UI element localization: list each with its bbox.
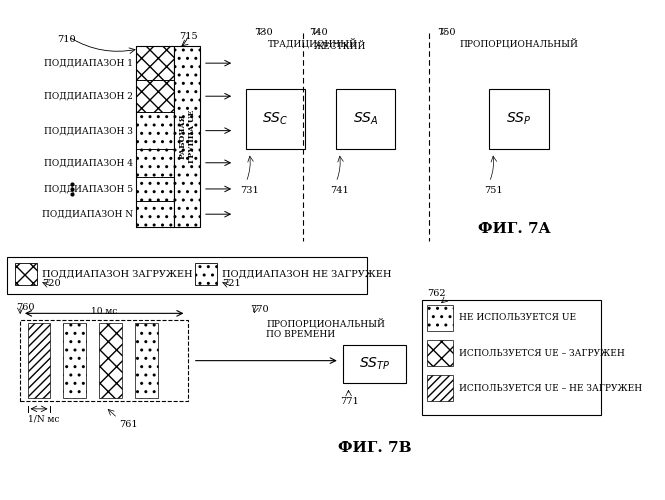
Text: 771: 771: [340, 397, 358, 406]
Bar: [136, 176, 174, 202]
Text: ФИГ. 7B: ФИГ. 7B: [338, 441, 412, 455]
Bar: [136, 46, 174, 80]
Text: 762: 762: [427, 288, 446, 298]
Bar: [136, 80, 174, 112]
Text: 770: 770: [250, 305, 269, 314]
Text: 731: 731: [241, 186, 259, 194]
Bar: [27, 324, 51, 398]
Bar: [174, 46, 200, 227]
Text: 760: 760: [17, 304, 35, 312]
Text: ПОДДИАПАЗОН 5: ПОДДИАПАЗОН 5: [44, 184, 133, 194]
Bar: [136, 202, 174, 227]
Bar: [136, 149, 174, 176]
Bar: [489, 90, 549, 149]
Text: 710: 710: [57, 35, 76, 44]
Text: ИСПОЛЬЗУЕТСЯ UE – НЕ ЗАГРУЖЕН: ИСПОЛЬЗУЕТСЯ UE – НЕ ЗАГРУЖЕН: [459, 384, 642, 393]
Bar: [427, 340, 453, 366]
Text: ПОДДИАПАЗОН НЕ ЗАГРУЖЕН: ПОДДИАПАЗОН НЕ ЗАГРУЖЕН: [222, 270, 392, 278]
Text: ПОДДИАПАЗОН 3: ПОДДИАПАЗОН 3: [45, 126, 133, 135]
Text: $SS_C$: $SS_C$: [262, 111, 289, 128]
Text: ПОДДИАПАЗОН 2: ПОДДИАПАЗОН 2: [45, 92, 133, 100]
Text: 761: 761: [119, 420, 138, 429]
Bar: [15, 263, 37, 285]
Text: 720: 720: [43, 278, 61, 287]
Text: ИСПОЛЬЗУЕТСЯ UE – ЗАГРУЖЕН: ИСПОЛЬЗУЕТСЯ UE – ЗАГРУЖЕН: [459, 348, 625, 358]
Text: НЕ ИСПОЛЬЗУЕТСЯ UE: НЕ ИСПОЛЬЗУЕТСЯ UE: [459, 314, 576, 322]
Text: 741: 741: [331, 186, 349, 194]
Text: ПОДДИАПАЗОН 1: ПОДДИАПАЗОН 1: [44, 58, 133, 68]
Text: ПРОПОРЦИОНАЛЬНЫЙ
ПО ВРЕМЕНИ: ПРОПОРЦИОНАЛЬНЫЙ ПО ВРЕМЕНИ: [266, 318, 385, 339]
Text: ФИГ. 7A: ФИГ. 7A: [478, 222, 551, 236]
Bar: [343, 344, 406, 383]
Bar: [136, 112, 174, 149]
Text: ПОДДИАПАЗОН ЗАГРУЖЕН: ПОДДИАПАЗОН ЗАГРУЖЕН: [43, 270, 193, 278]
Text: ТРАДИЦИОННЫЙ: ТРАДИЦИОННЫЙ: [268, 38, 358, 48]
Bar: [245, 90, 305, 149]
Bar: [427, 305, 453, 331]
Text: 730: 730: [254, 28, 273, 37]
Text: 740: 740: [309, 28, 328, 37]
Bar: [336, 90, 395, 149]
Text: 721: 721: [222, 278, 241, 287]
Bar: [20, 320, 188, 402]
Bar: [195, 263, 217, 285]
Text: $SS_P$: $SS_P$: [506, 111, 531, 128]
Text: РАБОЧАЯ
ГРУППА UE: РАБОЧАЯ ГРУППА UE: [179, 110, 196, 164]
Text: $SS_A$: $SS_A$: [352, 111, 378, 128]
Text: 10 мс: 10 мс: [91, 307, 118, 316]
Bar: [427, 376, 453, 401]
Bar: [99, 324, 122, 398]
Text: 751: 751: [484, 186, 503, 194]
Bar: [63, 324, 86, 398]
Text: ПРОПОРЦИОНАЛЬНЫЙ: ПРОПОРЦИОНАЛЬНЫЙ: [460, 38, 578, 48]
Text: ЖЕСТКИЙ: ЖЕСТКИЙ: [313, 42, 366, 50]
Bar: [136, 46, 174, 227]
Text: $SS_{TP}$: $SS_{TP}$: [359, 356, 390, 372]
Bar: [422, 300, 601, 416]
Text: 1/N мс: 1/N мс: [27, 414, 59, 424]
Bar: [135, 324, 158, 398]
Text: ПОДДИАПАЗОН 4: ПОДДИАПАЗОН 4: [44, 158, 133, 168]
Bar: [7, 258, 367, 294]
Text: ПОДДИАПАЗОН N: ПОДДИАПАЗОН N: [42, 210, 133, 218]
Text: 715: 715: [179, 32, 198, 42]
Text: 750: 750: [437, 28, 456, 37]
